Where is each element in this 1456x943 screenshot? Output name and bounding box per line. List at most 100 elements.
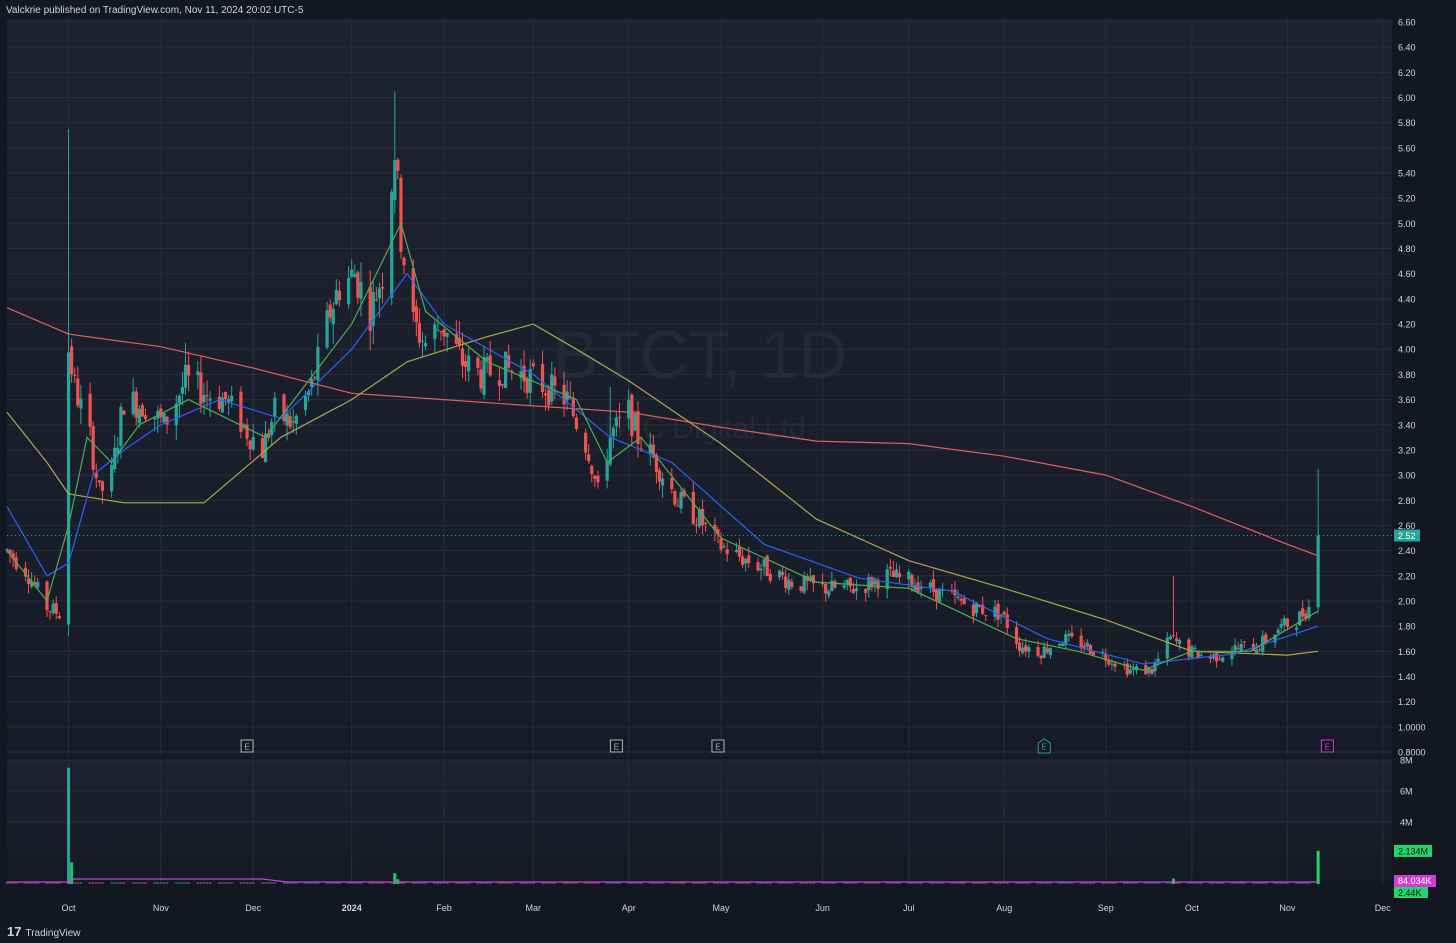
candle-body[interactable]	[45, 581, 49, 611]
candle-body[interactable]	[833, 581, 837, 588]
candle-body[interactable]	[617, 416, 622, 418]
candle-body[interactable]	[30, 581, 34, 587]
candle-body[interactable]	[1079, 635, 1083, 649]
candle-body[interactable]	[1301, 608, 1305, 617]
candle-body[interactable]	[79, 398, 83, 409]
candle-body[interactable]	[463, 360, 468, 367]
candle-body[interactable]	[984, 615, 988, 617]
candle-body[interactable]	[313, 377, 317, 379]
candle-body[interactable]	[1017, 642, 1022, 651]
candle-body[interactable]	[100, 481, 105, 491]
candle-body[interactable]	[1174, 638, 1179, 642]
candle-body[interactable]	[325, 310, 329, 348]
candle-body[interactable]	[654, 454, 659, 473]
candle-body[interactable]	[54, 603, 58, 614]
candle-body[interactable]	[122, 410, 126, 415]
candle-body[interactable]	[1316, 535, 1320, 608]
candle-body[interactable]	[1230, 653, 1234, 660]
candle-body[interactable]	[1021, 647, 1025, 653]
candle-body[interactable]	[842, 585, 846, 588]
candle-body[interactable]	[830, 580, 834, 592]
candle-body[interactable]	[614, 417, 618, 427]
candle-body[interactable]	[14, 557, 18, 569]
candle-body[interactable]	[1282, 618, 1286, 626]
candle-body[interactable]	[1233, 645, 1237, 651]
candle-body[interactable]	[704, 522, 708, 524]
candle-body[interactable]	[682, 490, 686, 497]
candle-body[interactable]	[867, 577, 871, 591]
candle-body[interactable]	[974, 602, 979, 614]
candle-body[interactable]	[153, 418, 157, 420]
candle-body[interactable]	[1208, 655, 1213, 659]
candle-body[interactable]	[700, 508, 705, 526]
candle-body[interactable]	[134, 391, 138, 418]
candle-body[interactable]	[48, 611, 52, 613]
candle-body[interactable]	[248, 440, 252, 450]
candle-body[interactable]	[913, 585, 917, 591]
candle-body[interactable]	[460, 348, 465, 366]
candle-body[interactable]	[651, 444, 655, 458]
tradingview-logo[interactable]: 17 TradingView	[7, 924, 81, 939]
candle-body[interactable]	[762, 559, 766, 567]
candle-body[interactable]	[1058, 643, 1062, 646]
candle-body[interactable]	[670, 477, 674, 490]
volume-bar[interactable]	[393, 873, 397, 884]
candle-body[interactable]	[633, 414, 637, 431]
candle-body[interactable]	[694, 524, 699, 526]
candle-body[interactable]	[931, 579, 936, 592]
candle-body[interactable]	[1150, 668, 1154, 674]
candle-body[interactable]	[331, 308, 335, 325]
candle-body[interactable]	[165, 416, 169, 425]
candle-body[interactable]	[799, 586, 803, 591]
candle-body[interactable]	[777, 570, 782, 578]
candle-body[interactable]	[550, 374, 554, 402]
candle-body[interactable]	[420, 340, 425, 342]
candle-body[interactable]	[971, 604, 976, 616]
volume-bar[interactable]	[1316, 850, 1320, 884]
candle-body[interactable]	[1196, 650, 1200, 659]
candle-body[interactable]	[1187, 639, 1191, 657]
candle-body[interactable]	[627, 400, 631, 419]
candle-body[interactable]	[423, 343, 428, 347]
candle-body[interactable]	[1304, 613, 1308, 620]
candle-body[interactable]	[977, 604, 982, 607]
candle-body[interactable]	[1005, 614, 1009, 628]
candle-body[interactable]	[1048, 648, 1052, 656]
candle-body[interactable]	[765, 555, 769, 577]
candle-body[interactable]	[316, 346, 320, 381]
candle-body[interactable]	[636, 410, 640, 444]
candle-body[interactable]	[1131, 668, 1136, 670]
candle-body[interactable]	[436, 329, 440, 331]
candle-body[interactable]	[1070, 632, 1074, 637]
candle-body[interactable]	[790, 581, 794, 588]
candle-body[interactable]	[657, 470, 662, 482]
candle-body[interactable]	[239, 391, 243, 433]
candle-body[interactable]	[916, 582, 920, 593]
candle-body[interactable]	[307, 391, 311, 396]
candle-body[interactable]	[73, 374, 77, 376]
candle-body[interactable]	[885, 569, 889, 590]
candle-body[interactable]	[1171, 635, 1176, 637]
candle-body[interactable]	[630, 394, 634, 436]
candle-body[interactable]	[510, 370, 514, 372]
candle-body[interactable]	[23, 567, 28, 577]
candle-body[interactable]	[584, 432, 588, 453]
candle-body[interactable]	[531, 363, 535, 367]
candle-body[interactable]	[328, 304, 332, 318]
candle-body[interactable]	[454, 333, 458, 344]
candle-body[interactable]	[208, 398, 212, 401]
candle-body[interactable]	[1110, 663, 1114, 665]
candle-body[interactable]	[660, 478, 665, 486]
candle-body[interactable]	[1082, 645, 1086, 648]
candle-body[interactable]	[547, 389, 551, 406]
candle-body[interactable]	[267, 433, 271, 438]
candle-body[interactable]	[605, 461, 609, 481]
candle-body[interactable]	[719, 538, 723, 550]
candle-body[interactable]	[611, 428, 615, 437]
candle-body[interactable]	[876, 579, 880, 590]
candle-body[interactable]	[457, 337, 462, 346]
candle-body[interactable]	[1107, 659, 1111, 665]
candle-body[interactable]	[399, 177, 403, 252]
candle-body[interactable]	[334, 290, 338, 305]
candle-body[interactable]	[497, 380, 502, 386]
